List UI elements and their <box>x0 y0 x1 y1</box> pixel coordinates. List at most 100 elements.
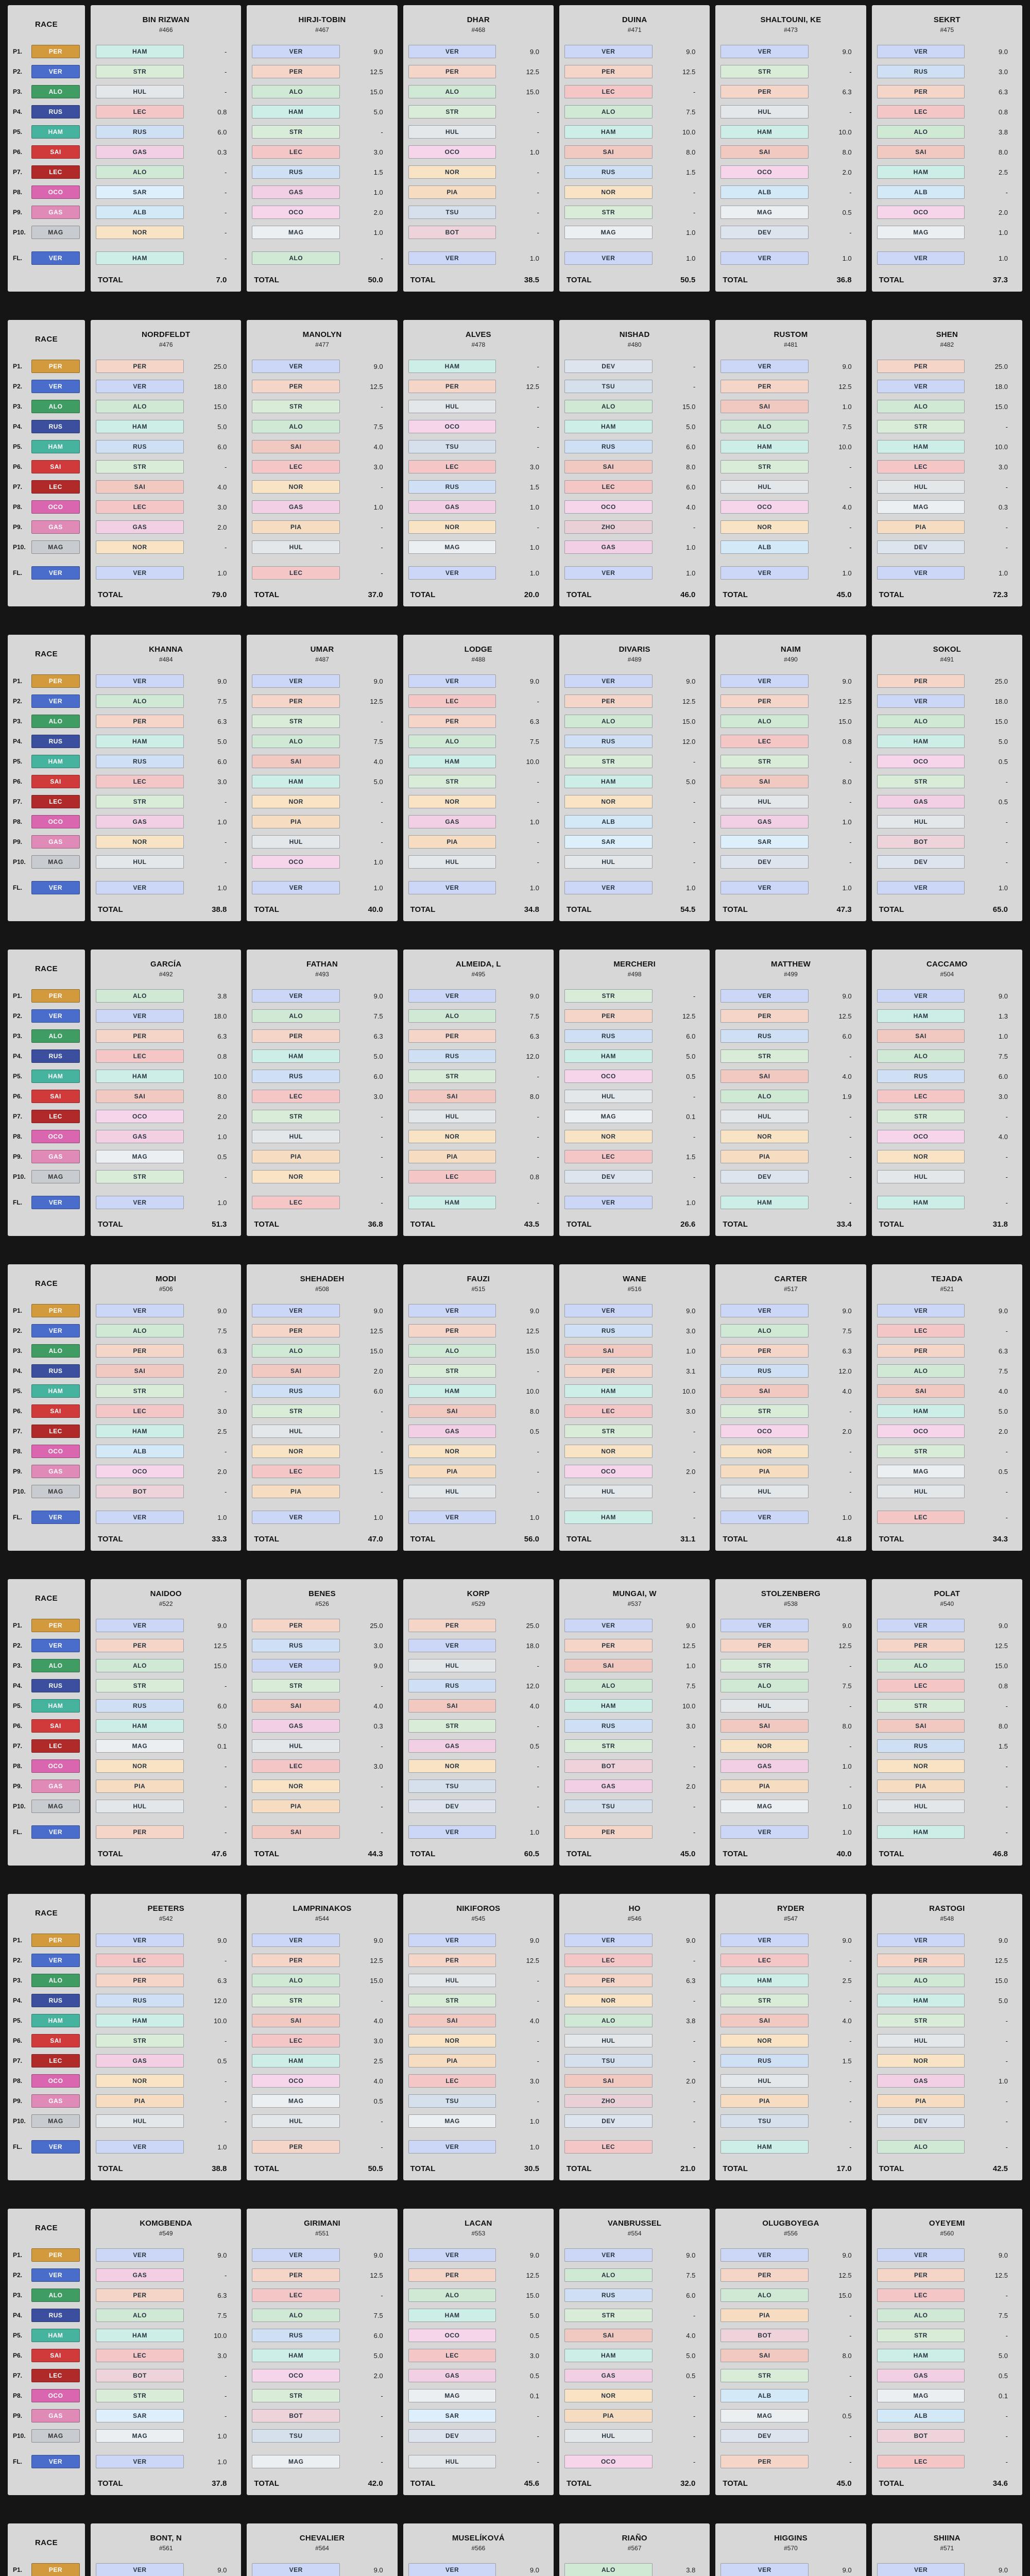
prediction-row: NOR - <box>720 1443 861 1460</box>
driver-chip: PER <box>252 1029 340 1043</box>
points-value: - <box>1005 523 1008 531</box>
driver-chip: DEV <box>877 2114 965 2128</box>
prediction-row: ALO 15.0 <box>877 1972 1017 1989</box>
points-value: - <box>1005 2117 1008 2125</box>
driver-chip: ALO <box>252 2309 340 2322</box>
points-value: - <box>224 2077 227 2085</box>
points-value: 5.0 <box>373 1052 383 1060</box>
total-value: 40.0 <box>368 905 383 914</box>
player-card: GARCÍA #492 ALO 3.8 VER 18.0 PER 6.3 LEC 0.8 HAM 10… <box>91 950 242 1236</box>
prediction-row: TSU - <box>564 378 705 395</box>
result-driver-badge: ALO <box>31 2289 80 2302</box>
driver-chip: HAM <box>408 1196 496 1209</box>
points-value: - <box>537 523 539 531</box>
driver-chip: HAM <box>408 755 496 768</box>
driver-chip: SAI <box>877 1719 965 1733</box>
points-value: - <box>849 2371 852 2380</box>
result-driver-badge: HAM <box>31 1070 80 1083</box>
player-id: #478 <box>471 341 486 348</box>
points-value: 12.5 <box>838 1641 852 1650</box>
points-value: 12.5 <box>214 1641 227 1650</box>
prediction-row: LEC - <box>96 1952 236 1969</box>
total-label: TOTAL <box>723 905 748 914</box>
prediction-row: PIA - <box>877 519 1017 535</box>
prediction-row: PER 12.5 <box>564 1637 705 1654</box>
points-value: - <box>849 1956 852 1964</box>
fastest-lap-points: 1.0 <box>217 1198 227 1207</box>
fastest-lap-label: FL. <box>13 2143 22 2150</box>
driver-chip: HUL <box>96 85 184 98</box>
prediction-row: GAS - <box>96 2267 236 2283</box>
prediction-row: HAM 2.5 <box>252 2053 392 2069</box>
result-driver-badge: HAM <box>31 755 80 768</box>
result-driver-badge: PER <box>31 360 80 373</box>
points-value: 6.3 <box>217 1976 227 1985</box>
player-card-header: ALVES #478 <box>408 325 548 353</box>
fastest-lap-row: FL. VER <box>13 1194 80 1211</box>
points-value: - <box>224 2037 227 2045</box>
prediction-row: ALO 15.0 <box>720 713 861 730</box>
prediction-row: VER 9.0 <box>252 1302 392 1319</box>
driver-chip: ALO <box>96 2309 184 2322</box>
prediction-rows: VER 9.0 PER 12.5 LEC - ALO 7.5 RUS 6.0 HAM 5.0 OCO 2.… <box>252 2247 392 2444</box>
position-label: P4. <box>13 1997 23 2004</box>
points-value: 4.0 <box>373 443 383 451</box>
fastest-lap-points: - <box>849 2458 852 2466</box>
driver-chip: PIA <box>720 2309 809 2322</box>
prediction-rows: VER 9.0 PER 12.5 ALO 15.0 RUS 12.0 STR - HAM 5.0 NOR… <box>564 673 705 870</box>
total-label: TOTAL <box>723 2164 748 2173</box>
driver-chip: HAM <box>877 735 965 748</box>
points-value: 4.0 <box>373 757 383 766</box>
driver-chip: HAM <box>877 1196 965 1209</box>
position-label: P6. <box>13 1722 23 1730</box>
player-name: KHANNA <box>149 645 183 654</box>
points-value: 5.0 <box>217 737 227 745</box>
prediction-row: HUL - <box>564 1088 705 1105</box>
total-row: TOTAL 37.8 <box>96 2479 236 2488</box>
position-label: P5. <box>13 758 23 765</box>
driver-chip: LEC <box>252 460 340 473</box>
points-value: 6.3 <box>217 717 227 725</box>
player-card-header: GIRIMANI #551 <box>252 2214 392 2242</box>
points-value: 3.0 <box>373 1762 383 1770</box>
player-name: NAIDOO <box>150 1589 182 1598</box>
prediction-row: HUL - <box>877 814 1017 830</box>
driver-chip: ALB <box>96 206 184 219</box>
race-result-card: RACEP1.PERP2.VERP3.ALOP4.RUSP5.HAMP6.SAI… <box>8 2523 85 2576</box>
points-value: - <box>693 2392 696 2400</box>
driver-chip: VER <box>96 2140 184 2154</box>
points-value: 2.0 <box>373 208 383 216</box>
points-value: 6.0 <box>217 443 227 451</box>
player-id: #476 <box>159 341 173 348</box>
points-value: 1.5 <box>686 168 696 176</box>
driver-chip: GAS <box>252 1719 340 1733</box>
total-value: 37.8 <box>212 2479 227 2488</box>
driver-chip: ALO <box>720 2289 809 2302</box>
driver-chip: MAG <box>408 540 496 554</box>
result-driver-badge: VER <box>31 380 80 393</box>
prediction-row: HUL - <box>96 83 236 100</box>
driver-chip: ZHO <box>564 520 653 534</box>
player-name: DHAR <box>467 15 490 24</box>
driver-chip: DEV <box>877 855 965 869</box>
prediction-row: PIA - <box>408 184 548 200</box>
prediction-row: DEV - <box>877 854 1017 870</box>
driver-chip: ALO <box>564 1679 653 1692</box>
position-label: P10. <box>13 544 26 551</box>
player-name: CACCAMO <box>926 959 968 969</box>
prediction-row: OCO 4.0 <box>720 499 861 515</box>
driver-chip: LEC <box>252 1465 340 1478</box>
prediction-row: SAI 4.0 <box>877 1383 1017 1399</box>
driver-chip: VER <box>252 881 340 894</box>
result-driver-badge: MAG <box>31 1170 80 1183</box>
prediction-row: HAM 5.0 <box>564 2347 705 2364</box>
total-value: 46.0 <box>680 590 696 599</box>
prediction-row: STR - <box>252 1108 392 1125</box>
fastest-lap-points: 1.0 <box>842 1513 852 1521</box>
prediction-row: OCO - <box>408 418 548 435</box>
prediction-row: OCO 2.0 <box>877 1423 1017 1439</box>
position-label: P2. <box>13 1327 23 1334</box>
driver-chip: TSU <box>564 380 653 393</box>
driver-chip: LEC <box>96 775 184 788</box>
